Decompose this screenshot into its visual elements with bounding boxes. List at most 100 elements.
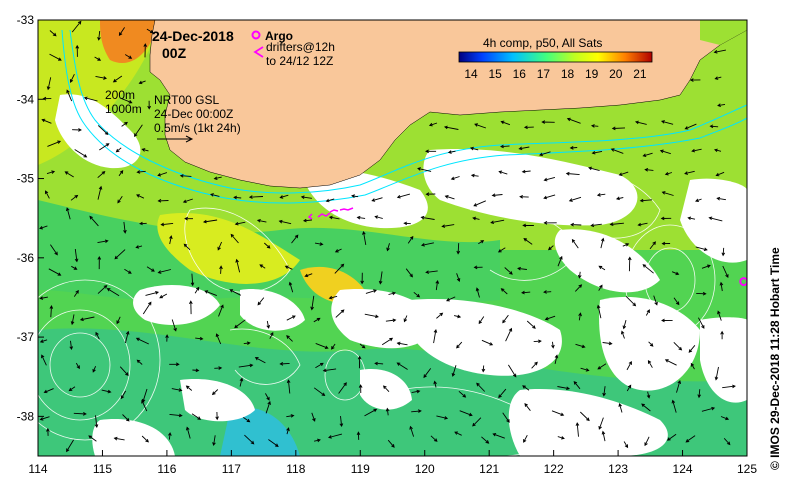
current-arrow [69, 74, 75, 83]
current-arrow [157, 198, 169, 203]
current-arrow [551, 410, 565, 417]
current-arrow [39, 296, 48, 300]
current-arrow [234, 319, 246, 329]
current-arrow [136, 170, 146, 174]
y-tick-label: -33 [17, 13, 35, 27]
current-arrow [676, 380, 682, 393]
current-arrow [46, 427, 50, 436]
current-arrow [212, 435, 216, 447]
current-arrow [190, 273, 195, 287]
current-arrow [218, 304, 224, 317]
colorbar-tick-label: 19 [585, 67, 599, 81]
current-arrow [39, 416, 50, 421]
current-arrow [286, 379, 291, 394]
current-arrow [138, 80, 146, 85]
current-arrow [136, 359, 143, 365]
current-arrow [65, 207, 71, 220]
current-arrow [615, 196, 624, 201]
current-arrow [498, 170, 508, 175]
current-arrow [123, 221, 127, 234]
current-arrow [112, 75, 123, 83]
current-arrow [646, 391, 651, 399]
current-arrow [533, 339, 542, 344]
current-arrow [557, 386, 571, 391]
current-arrow [50, 244, 58, 256]
current-arrow [409, 425, 415, 437]
current-arrow [498, 388, 507, 399]
current-arrow [217, 241, 223, 251]
current-arrow [433, 380, 437, 388]
current-arrow [661, 318, 673, 323]
argo-float-marker [739, 277, 747, 287]
current-arrow [456, 273, 461, 282]
current-arrow [456, 341, 463, 349]
colorbar-tick-label: 21 [633, 67, 647, 81]
current-arrow [685, 435, 696, 443]
current-arrow [279, 362, 290, 366]
current-arrow [214, 366, 223, 370]
y-tick-label: -36 [17, 251, 35, 265]
current-arrow [266, 320, 271, 329]
current-arrow [541, 120, 555, 124]
argo-legend-label: Argo [265, 29, 293, 43]
current-arrow [691, 148, 702, 153]
current-arrow [459, 410, 473, 417]
x-tick-label: 115 [93, 462, 112, 476]
current-arrow [94, 56, 102, 61]
current-arrow [69, 340, 74, 351]
x-tick-label: 123 [608, 462, 628, 476]
current-arrow [610, 148, 624, 154]
current-arrow [385, 407, 390, 416]
current-arrow [518, 146, 530, 151]
sst-cold-patch [220, 407, 300, 456]
current-arrow [94, 415, 99, 429]
current-arrow [396, 341, 408, 346]
current-arrow [179, 174, 192, 178]
current-arrow [634, 120, 647, 125]
current-arrow [502, 314, 509, 324]
current-arrow [609, 222, 624, 227]
current-arrow [322, 368, 337, 373]
current-arrow [204, 290, 217, 297]
current-arrow [481, 339, 494, 346]
current-arrow [722, 384, 736, 389]
current-arrow [543, 176, 556, 182]
current-arrow [139, 221, 147, 226]
current-arrow [543, 194, 556, 200]
current-arrow [325, 198, 335, 203]
current-arrow [524, 403, 531, 411]
current-arrow [147, 100, 151, 110]
current-arrow [268, 439, 279, 447]
current-arrow [364, 408, 378, 417]
x-tick-label: 118 [286, 462, 305, 476]
current-arrow [146, 28, 154, 34]
current-arrow [119, 366, 129, 377]
current-arrow [664, 359, 677, 366]
current-arrow [43, 388, 54, 394]
current-arrow [497, 247, 506, 253]
current-arrow [265, 393, 270, 401]
current-arrow [446, 296, 456, 302]
current-arrow [661, 241, 671, 246]
current-arrow [701, 406, 716, 412]
current-arrow [554, 354, 559, 364]
x-axis: 114 115 116 117 118 119 120 121 122 123 124 125 [28, 450, 757, 476]
current-arrow [314, 438, 321, 443]
current-arrow [269, 331, 274, 339]
current-arrow [230, 233, 239, 244]
current-arrow [339, 416, 344, 428]
current-arrow [97, 255, 102, 270]
argo-markers [739, 277, 747, 287]
current-arrow [472, 417, 482, 427]
current-arrow [328, 295, 338, 300]
colorbar-title: 4h comp, p50, All Sats [483, 36, 602, 50]
current-arrow [265, 400, 271, 414]
current-arrow [122, 414, 130, 422]
current-arrow [626, 360, 632, 371]
current-arrow [97, 31, 101, 41]
current-arrow [660, 216, 672, 221]
current-arrow [288, 281, 294, 293]
current-arrow [522, 385, 530, 391]
current-arrow [235, 258, 241, 273]
current-arrow [523, 434, 528, 443]
